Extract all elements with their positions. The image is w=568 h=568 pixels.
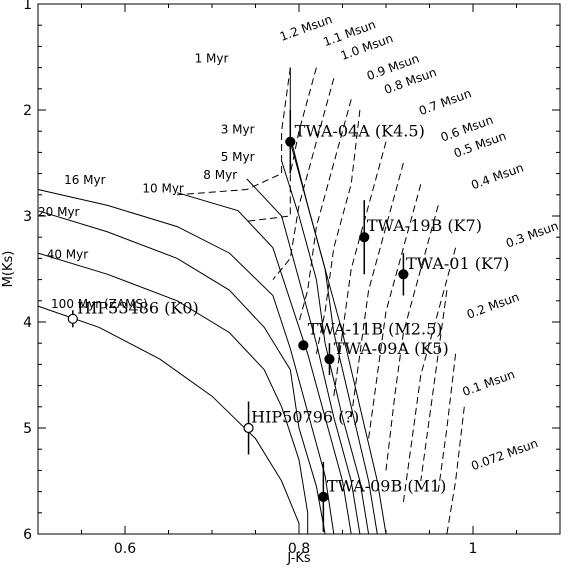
star-points bbox=[67, 110, 409, 532]
isochrone-line bbox=[37, 210, 326, 535]
isochrone-label: 16 Myr bbox=[64, 173, 106, 187]
x-axis-label: J-Ks bbox=[286, 551, 311, 566]
isochrone-label: 40 Myr bbox=[47, 247, 89, 261]
isochrone-line bbox=[289, 136, 378, 535]
x-tick-label: 0.8 bbox=[288, 541, 310, 557]
isochrone-line bbox=[246, 178, 361, 535]
mass-track-line bbox=[446, 406, 465, 535]
isochrone-label: 20 Myr bbox=[38, 205, 80, 219]
star-marker bbox=[285, 136, 296, 147]
y-tick-label: 6 bbox=[23, 527, 32, 543]
mass-track-line bbox=[385, 205, 439, 471]
isochrone-label: 8 Myr bbox=[203, 168, 237, 182]
isochrone-label: 3 Myr bbox=[221, 122, 255, 136]
star-label: TWA-09A (K5) bbox=[334, 339, 449, 358]
y-tick-label: 5 bbox=[23, 421, 32, 437]
mass-track-line bbox=[420, 290, 448, 482]
isochrone-label: 5 Myr bbox=[221, 150, 255, 164]
y-tick-label: 4 bbox=[23, 315, 32, 331]
star-marker bbox=[324, 354, 335, 365]
mass-track-line bbox=[246, 67, 317, 222]
x-tick-label: 1 bbox=[469, 541, 478, 557]
star-label: TWA-04A (K4.5) bbox=[295, 122, 425, 141]
chart-labels: TWA-04A (K4.5) TWA-19B (K7) TWA-01 (K7) HIP… bbox=[77, 122, 509, 496]
star-marker bbox=[318, 491, 329, 502]
mass-track-line bbox=[315, 109, 361, 354]
isochrone-label: 100 Myr (ZAMS) bbox=[51, 297, 148, 311]
isochrone-line bbox=[37, 305, 300, 534]
isochrone-line bbox=[281, 160, 370, 535]
isochrone-label: 10 Myr bbox=[142, 182, 184, 196]
isochrone-line bbox=[37, 252, 309, 534]
mass-track-line bbox=[437, 353, 457, 492]
star-label: TWA-19B (K7) bbox=[367, 216, 482, 235]
star-marker bbox=[359, 232, 370, 243]
mass-track-line bbox=[177, 67, 291, 196]
isochrone-line bbox=[289, 67, 387, 535]
isochrone-label: 1 Myr bbox=[195, 51, 229, 65]
star-marker bbox=[298, 340, 309, 351]
star-marker bbox=[67, 313, 78, 324]
x-tick-label: 0.6 bbox=[114, 541, 136, 557]
star-label: HIP53486 (K0) bbox=[77, 299, 199, 318]
y-axis-label: M(Ks) bbox=[1, 251, 16, 288]
axes: 0.6 0.8 1 1 2 3 4 5 6 bbox=[23, 0, 561, 557]
star-marker bbox=[243, 422, 254, 434]
y-tick-label: 3 bbox=[23, 209, 32, 225]
star-label: TWA-11B (M2.5) bbox=[308, 320, 443, 339]
star-label: HIP50796 (?) bbox=[251, 408, 359, 427]
star-label: TWA-01 (K7) bbox=[406, 254, 509, 273]
star-label: TWA-09B (M1) bbox=[327, 477, 447, 496]
y-tick-label: 2 bbox=[23, 103, 32, 119]
star-marker bbox=[398, 269, 409, 280]
isochrone-line bbox=[37, 189, 335, 535]
isochrones: 1 Myr 3 Myr 5 Myr 8 Myr 10 Myr 16 Myr 20 Myr 40… bbox=[37, 51, 387, 535]
isochrone-line bbox=[177, 192, 352, 535]
y-tick-label: 1 bbox=[23, 0, 32, 13]
